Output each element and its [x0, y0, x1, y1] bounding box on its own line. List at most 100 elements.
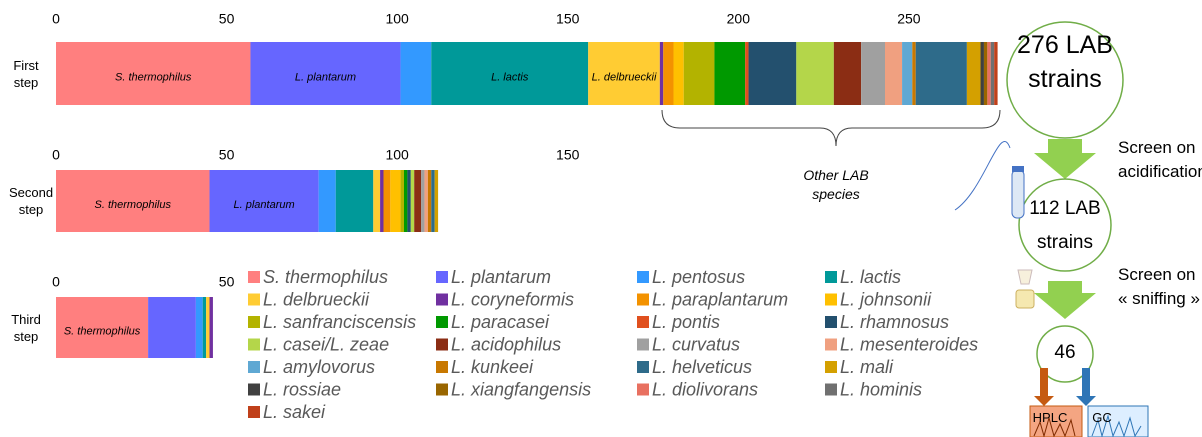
- legend-label: L. lactis: [840, 267, 901, 287]
- arrow: [1034, 281, 1096, 319]
- legend-label: L. paraplantarum: [652, 289, 788, 309]
- legend-swatch: [637, 316, 649, 328]
- legend-label: L. mesenteroides: [840, 334, 978, 354]
- x-tick-label: 150: [556, 11, 580, 27]
- legend-label: L. kunkeei: [451, 357, 534, 377]
- legend-swatch: [825, 361, 837, 373]
- legend-swatch: [248, 384, 260, 396]
- segment-label: L. lactis: [491, 71, 529, 83]
- bar-segment: [885, 42, 902, 105]
- bar-segment: [749, 42, 797, 105]
- bar-segment: [336, 170, 374, 232]
- legend-swatch: [436, 271, 448, 283]
- bar-segment: [435, 170, 438, 232]
- bar-segment: [148, 297, 196, 358]
- pipette-line: [955, 141, 1010, 210]
- x-tick-label: 50: [219, 11, 235, 27]
- screen-label: Screen on « sniffing »: [1118, 263, 1202, 311]
- bar-segment: [384, 170, 391, 232]
- bar-segment: [796, 42, 834, 105]
- bar-segment: [663, 42, 673, 105]
- legend-label: L. diolivorans: [652, 379, 758, 399]
- legend-label: L. amylovorus: [263, 357, 375, 377]
- legend-swatch: [436, 361, 448, 373]
- legend-label: L. curvatus: [652, 334, 740, 354]
- legend-swatch: [637, 294, 649, 306]
- legend-swatch: [637, 271, 649, 283]
- legend-swatch: [436, 294, 448, 306]
- legend-swatch: [248, 406, 260, 418]
- bar-segment: [380, 170, 383, 232]
- vial-top: [1018, 270, 1032, 284]
- legend-swatch: [248, 316, 260, 328]
- bar-segment: [987, 42, 990, 105]
- bar-segment: [196, 297, 203, 358]
- bar-segment: [660, 42, 663, 105]
- legend-label: L. paracasei: [451, 312, 550, 332]
- x-tick-label: 0: [52, 11, 60, 27]
- legend-label: L. sakei: [263, 402, 326, 422]
- legend-label: L. helveticus: [652, 357, 752, 377]
- bar-segment: [967, 42, 981, 105]
- bar-segment: [401, 42, 432, 105]
- bar-segment: [421, 170, 424, 232]
- segment-label: S. thermophilus: [64, 325, 141, 337]
- step-label: 112 LAB strains: [1019, 192, 1111, 260]
- legend-swatch: [825, 384, 837, 396]
- bar-segment: [834, 42, 861, 105]
- legend-label: L. mali: [840, 357, 894, 377]
- legend-swatch: [637, 384, 649, 396]
- bar-segment: [407, 170, 410, 232]
- bar-segment: [414, 170, 421, 232]
- bar-segment: [991, 42, 994, 105]
- step-label: 46: [1040, 342, 1090, 364]
- legend-swatch: [825, 294, 837, 306]
- bar-segment: [714, 42, 745, 105]
- bar-segment: [431, 170, 434, 232]
- legend-swatch: [248, 339, 260, 351]
- bar-segment: [373, 170, 380, 232]
- bar-segment: [401, 170, 404, 232]
- x-tick-label: 0: [52, 147, 60, 163]
- arrow: [1034, 139, 1096, 179]
- bar-segment: [424, 170, 427, 232]
- legend-swatch: [436, 384, 448, 396]
- legend-swatch: [436, 316, 448, 328]
- x-tick-label: 0: [52, 274, 60, 290]
- legend-swatch: [825, 271, 837, 283]
- bar-segment: [206, 297, 209, 358]
- legend-label: L. coryneformis: [451, 289, 574, 309]
- method-label: GC: [1090, 410, 1114, 425]
- bar-segment: [916, 42, 967, 105]
- tube-cap: [1012, 166, 1024, 172]
- legend-swatch: [248, 294, 260, 306]
- legend-label: L. casei/L. zeae: [263, 334, 389, 354]
- legend-label: L. rhamnosus: [840, 312, 949, 332]
- bar-segment: [390, 170, 400, 232]
- method-label: HPLC: [1030, 410, 1070, 425]
- legend-label: L. sanfranciscensis: [263, 312, 416, 332]
- legend-swatch: [248, 271, 260, 283]
- x-tick-label: 100: [385, 147, 409, 163]
- bar-segment: [994, 42, 997, 105]
- x-tick-label: 50: [219, 147, 235, 163]
- legend-swatch: [436, 339, 448, 351]
- legend-label: L. pontis: [652, 312, 720, 332]
- segment-label: L. plantarum: [234, 199, 295, 211]
- category-label: Second step: [0, 184, 62, 218]
- x-tick-label: 200: [727, 11, 751, 27]
- brace: [662, 110, 1000, 146]
- bar-segment: [411, 170, 414, 232]
- legend-swatch: [637, 361, 649, 373]
- legend-swatch: [637, 339, 649, 351]
- bar-segment: [684, 42, 715, 105]
- legend-label: L. rossiae: [263, 379, 341, 399]
- bar-segment: [912, 42, 915, 105]
- legend-label: S. thermophilus: [263, 267, 388, 287]
- bar-segment: [210, 297, 213, 358]
- legend-label: L. xiangfangensis: [451, 379, 591, 399]
- bar-segment: [981, 42, 984, 105]
- legend-swatch: [825, 316, 837, 328]
- bar-segment: [203, 297, 206, 358]
- category-label: Third step: [0, 311, 52, 345]
